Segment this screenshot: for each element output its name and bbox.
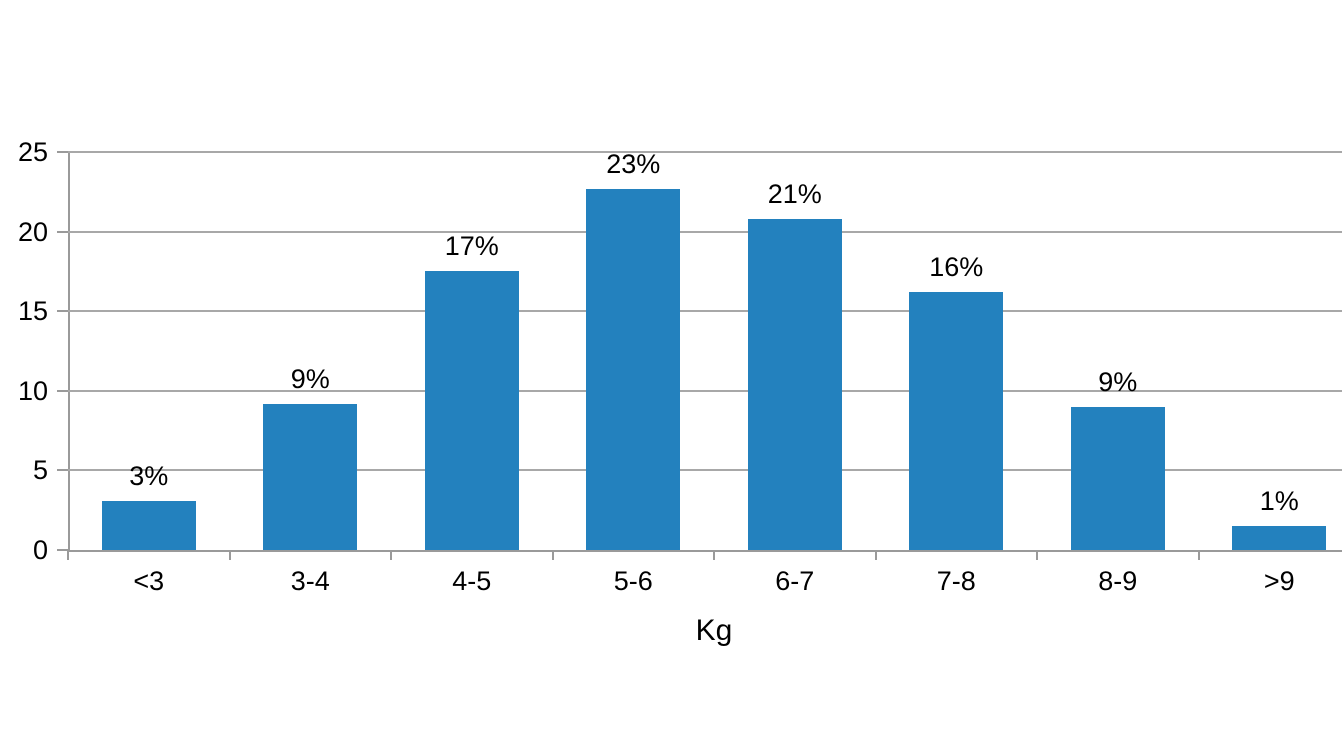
bar-value-label: 1% [1259,486,1299,517]
y-tick [57,230,68,233]
x-category-label: 3-4 [290,566,330,596]
y-tick-label: 0 [32,535,48,565]
gridline [68,151,1342,153]
bar [909,292,1004,550]
x-tick [874,550,877,560]
plot-area: 3% 9% 17% 23% 21% 16% 9% 1% [68,148,1342,552]
x-category-label: <3 [133,566,165,596]
x-category-label: 8-9 [1098,566,1138,596]
y-tick-label: 20 [17,216,48,247]
gridline [68,310,1342,313]
bar-value-label: 9% [290,363,330,394]
x-category-label: 5-6 [613,566,653,596]
x-tick [551,550,554,560]
bar [263,403,358,550]
x-category-label: 7-8 [936,566,976,596]
x-axis-title: Kg [695,614,733,647]
bar-value-label: 21% [767,178,822,209]
bar [1070,406,1165,550]
gridline [68,469,1342,472]
x-tick [67,550,69,560]
y-tick-label: 25 [17,137,48,167]
y-tick [57,549,68,551]
bar [424,271,519,550]
bar [747,218,842,550]
x-category-label: 6-7 [775,566,815,596]
y-tick [57,151,68,153]
y-tick [57,310,68,313]
bar [101,500,196,550]
y-tick-label: 5 [32,455,48,486]
x-tick [390,550,392,560]
y-tick-label: 15 [17,296,48,327]
x-axis-line [68,550,1342,552]
y-tick [57,389,68,392]
bar [1232,526,1327,550]
bar-value-label: 17% [444,231,499,262]
gridline [68,230,1342,233]
x-tick [1036,550,1038,560]
x-tick [1197,550,1200,560]
y-tick-label: 10 [17,375,48,406]
bar-value-label: 16% [929,252,984,283]
x-category-label: 4-5 [452,566,492,596]
x-tick [713,550,715,560]
bar-value-label: 9% [1098,366,1138,397]
bar-value-label: 3% [129,460,169,491]
y-axis-line [68,152,70,550]
bar [586,188,681,550]
x-tick [228,550,231,560]
x-category-label: >9 [1263,566,1295,596]
gridline [68,389,1342,392]
bar-value-label: 23% [606,148,661,179]
y-tick [57,469,68,472]
